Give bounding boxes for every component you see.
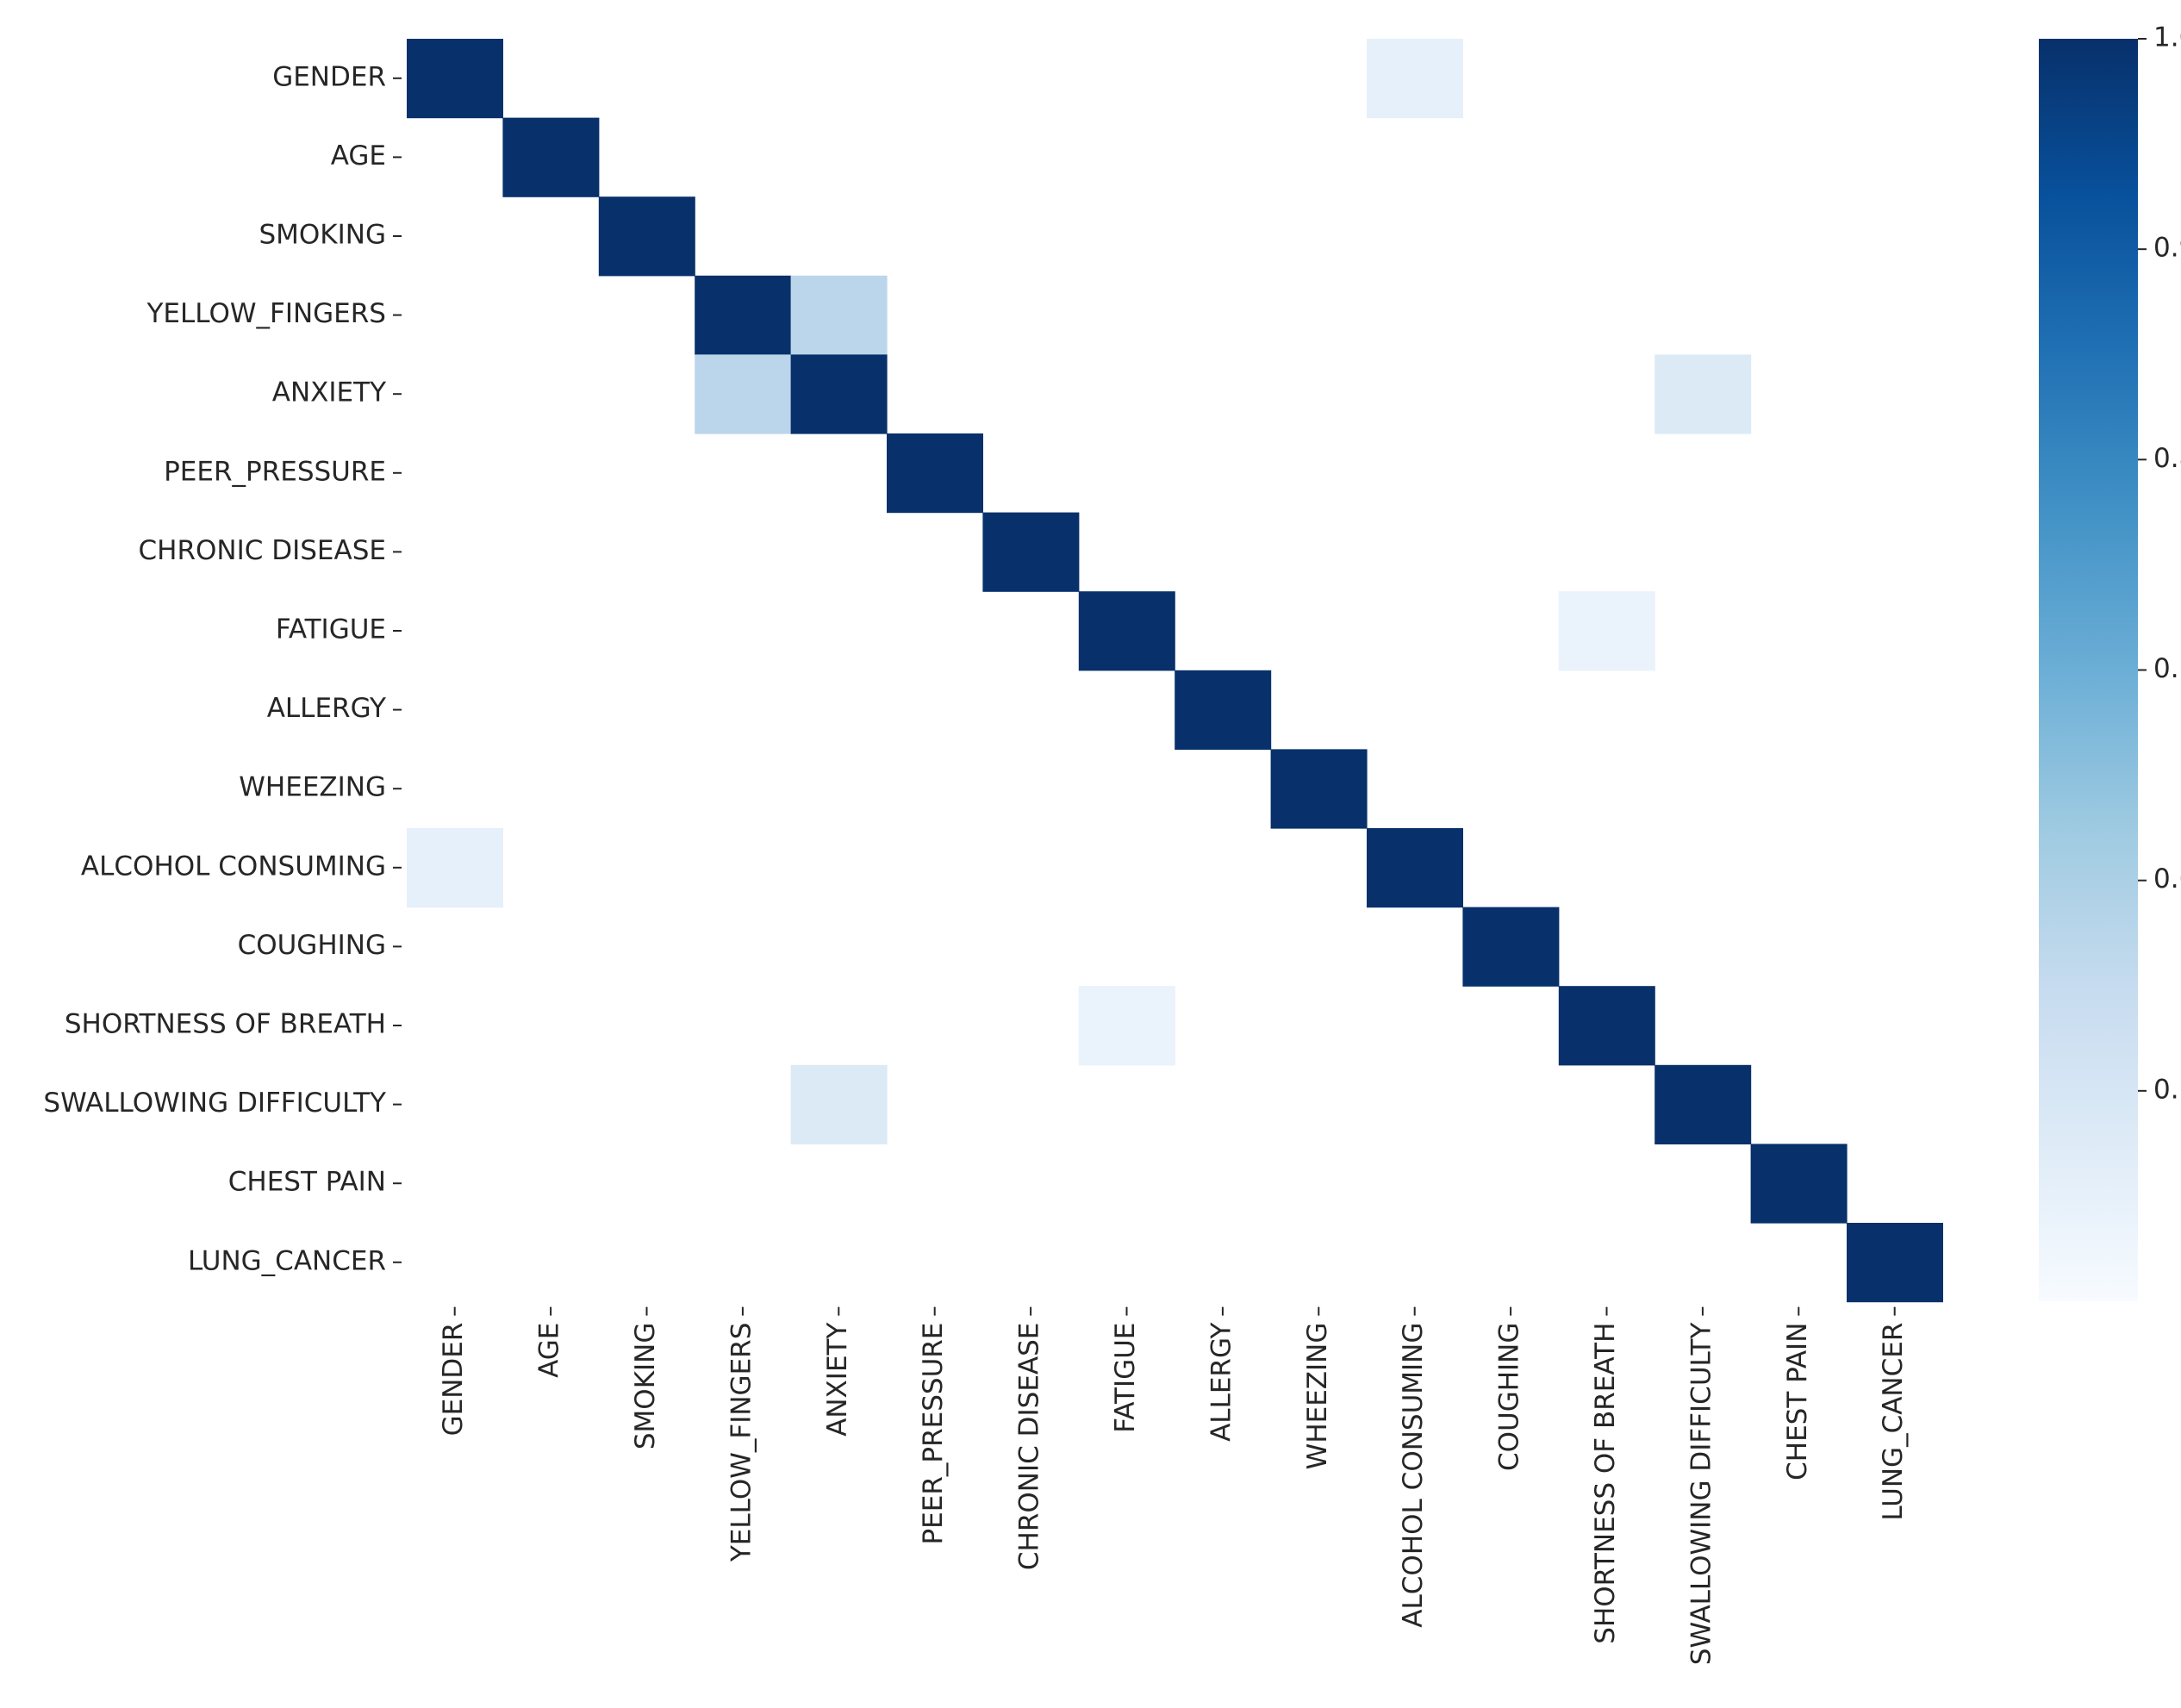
column-label-shortness-of-breath: SHORTNESS OF BREATH <box>1590 1323 1621 1644</box>
heatmap-cell-swallowing-difficulty-anxiety <box>790 1064 888 1144</box>
heatmap-cell-wheezing-wheezing <box>1270 749 1368 829</box>
heatmap-cell-shortness-of-breath-fatigue <box>1078 986 1175 1066</box>
colorbar: 0.5 0.6 0.7 0.8 0.9 1.0 <box>2039 22 2181 1301</box>
column-label-swallowing-difficulty: SWALLOWING DIFFICULTY <box>1686 1323 1717 1666</box>
heatmap-cell-alcohol-consuming-alcohol-consuming <box>1367 828 1463 908</box>
row-labels: GENDER AGE SMOKING YELLOW_FINGERS ANXIETY PEE… <box>43 61 402 1276</box>
heatmap-cell-yellow-fingers-anxiety <box>790 275 888 355</box>
heatmap-cell-anxiety-swallowing-difficulty <box>1654 354 1752 434</box>
column-label-fatigue: FATIGUE <box>1110 1323 1141 1433</box>
heatmap-cell-gender-gender <box>407 39 503 119</box>
heatmap-cell-fatigue-fatigue <box>1078 591 1175 671</box>
column-label-chronic-disease: CHRONIC DISEASE <box>1014 1323 1045 1570</box>
heatmap-cell-allergy-allergy <box>1175 670 1272 750</box>
heatmap-cell-alcohol-consuming-gender <box>407 828 503 908</box>
row-label-smoking: SMOKING <box>259 220 386 251</box>
heatmap-cell-shortness-of-breath-shortness-of-breath <box>1558 986 1655 1066</box>
colorbar-tick-label-0-8: 0.8 <box>2153 443 2181 474</box>
row-label-fatigue: FATIGUE <box>276 614 386 645</box>
row-label-lung-cancer: LUNG_CANCER <box>188 1245 386 1276</box>
column-label-yellow-fingers: YELLOW_FINGERS <box>726 1323 757 1563</box>
row-label-yellow-fingers: YELLOW_FINGERS <box>146 298 386 329</box>
row-label-swallowing-difficulty: SWALLOWING DIFFICULTY <box>43 1088 386 1119</box>
row-label-anxiety: ANXIETY <box>272 377 386 408</box>
row-label-wheezing: WHEEZING <box>239 772 386 803</box>
colorbar-tick-label-0-9: 0.9 <box>2153 233 2181 264</box>
colorbar-tick-label-1-0: 1.0 <box>2153 22 2181 53</box>
heatmap-cell-chronic-disease-chronic-disease <box>982 512 1080 592</box>
heatmap-cell-gender-alcohol-consuming <box>1367 39 1463 119</box>
column-label-smoking: SMOKING <box>630 1323 661 1450</box>
heatmap-cell-yellow-fingers-yellow-fingers <box>695 275 792 355</box>
row-label-allergy: ALLERGY <box>267 693 386 724</box>
row-label-chronic-disease: CHRONIC DISEASE <box>139 535 386 566</box>
column-label-gender: GENDER <box>438 1323 469 1437</box>
column-label-lung-cancer: LUNG_CANCER <box>1878 1323 1909 1521</box>
heatmap-cell-age-age <box>502 117 600 197</box>
column-label-chest-pain: CHEST PAIN <box>1782 1323 1813 1480</box>
heatmap-cell-smoking-smoking <box>598 196 695 277</box>
row-label-coughing: COUGHING <box>238 930 386 961</box>
row-label-peer-pressure: PEER_PRESSURE <box>164 456 386 487</box>
heatmap-cell-chest-pain-chest-pain <box>1750 1144 1848 1224</box>
row-label-chest-pain: CHEST PAIN <box>228 1167 386 1198</box>
heatmap-cell-peer-pressure-peer-pressure <box>887 433 983 514</box>
column-label-anxiety: ANXIETY <box>822 1323 853 1437</box>
row-label-age: AGE <box>331 140 386 171</box>
column-label-peer-pressure: PEER_PRESSURE <box>918 1323 949 1545</box>
colorbar-tick-label-0-7: 0.7 <box>2153 653 2181 684</box>
colorbar-gradient <box>2039 39 2138 1301</box>
column-labels: GENDER AGE SMOKING YELLOW_FINGERS ANXIETY PEE… <box>438 1306 1909 1666</box>
row-label-gender: GENDER <box>272 61 386 92</box>
heatmap-cell-anxiety-yellow-fingers <box>695 354 792 434</box>
heatmap-cell-anxiety-anxiety <box>790 354 888 434</box>
column-label-wheezing: WHEEZING <box>1302 1323 1333 1470</box>
colorbar-tick-label-0-6: 0.6 <box>2153 863 2181 895</box>
column-label-allergy: ALLERGY <box>1206 1323 1237 1442</box>
row-label-alcohol-consuming: ALCOHOL CONSUMING <box>81 851 386 882</box>
column-label-coughing: COUGHING <box>1494 1323 1525 1471</box>
heatmap-cell-swallowing-difficulty-swallowing-difficulty <box>1654 1064 1752 1144</box>
column-label-age: AGE <box>534 1323 565 1378</box>
column-label-alcohol-consuming: ALCOHOL CONSUMING <box>1398 1323 1429 1628</box>
heatmap-cell-coughing-coughing <box>1462 907 1560 987</box>
row-label-shortness-of-breath: SHORTNESS OF BREATH <box>65 1009 386 1040</box>
heatmap-cell-lung-cancer-lung-cancer <box>1847 1223 1943 1303</box>
heatmap-cells <box>407 39 1943 1303</box>
colorbar-tick-label-0-5: 0.5 <box>2153 1074 2181 1105</box>
heatmap-cell-fatigue-shortness-of-breath <box>1558 591 1655 671</box>
